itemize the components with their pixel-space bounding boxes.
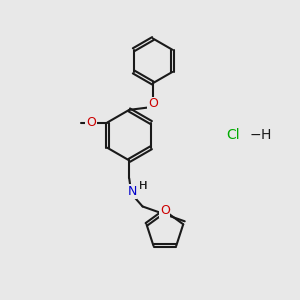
Text: H: H: [261, 128, 271, 142]
Text: Cl: Cl: [226, 128, 240, 142]
Text: O: O: [148, 98, 158, 110]
Text: O: O: [86, 116, 96, 129]
Text: H: H: [139, 181, 148, 191]
Text: O: O: [148, 98, 158, 110]
Text: O: O: [160, 204, 170, 218]
Text: O: O: [160, 204, 170, 218]
Text: N: N: [128, 185, 137, 198]
Text: N: N: [128, 185, 137, 198]
Text: O: O: [86, 116, 96, 129]
Text: −: −: [250, 128, 261, 142]
Text: H: H: [139, 181, 148, 191]
